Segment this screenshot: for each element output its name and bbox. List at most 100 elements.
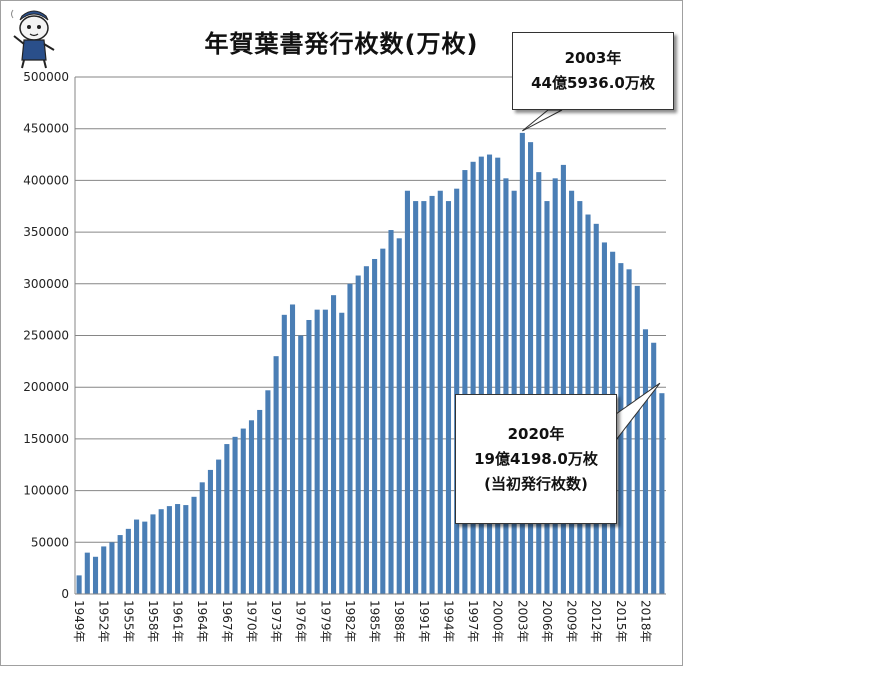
x-tick-label: 1955年: [121, 600, 135, 643]
bar-1965年: [207, 469, 213, 594]
bar-2009年: [569, 190, 575, 595]
bar-2004年: [528, 142, 534, 594]
bar-1961年: [175, 504, 181, 594]
bar-1977年: [306, 319, 312, 594]
bar-1981年: [339, 312, 345, 594]
x-tick-label: 1985年: [368, 600, 382, 643]
bar-1957年: [142, 521, 148, 594]
annotation-2003-year: 2003年: [564, 49, 622, 67]
bar-2005年: [536, 172, 542, 595]
bar-1950年: [84, 552, 90, 594]
x-tick-label: 2003年: [515, 600, 529, 643]
mascot-icon: [11, 9, 55, 69]
x-tick-label: 1982年: [343, 600, 357, 643]
bar-1991年: [421, 201, 427, 594]
bar-1975年: [289, 304, 296, 594]
bar-1951年: [92, 556, 99, 594]
bar-1973年: [273, 356, 279, 594]
bar-2008年: [560, 164, 566, 594]
bar-series: [76, 132, 665, 595]
x-tick-label: 1958年: [146, 600, 160, 643]
callout-pointer-2003: [522, 109, 563, 132]
bar-1952年: [101, 546, 107, 594]
x-axis-tick-labels: 1949年 1952年 1955年 1958年 1961年 1964年 1967年 1970年…: [72, 600, 652, 643]
bar-1962年: [183, 505, 189, 594]
bar-1954年: [117, 535, 123, 594]
bar-1982年: [347, 283, 353, 594]
x-tick-label: 2006年: [540, 600, 554, 643]
bar-1968年: [232, 436, 238, 594]
bar-2000年: [495, 157, 501, 595]
y-tick-label: 250000: [23, 329, 69, 343]
bar-2018年: [642, 329, 649, 594]
bar-2002年: [511, 190, 517, 595]
bar-1974年: [281, 314, 287, 594]
x-tick-label: 2012年: [589, 600, 603, 643]
bar-2007年: [552, 178, 558, 594]
bar-1953年: [109, 542, 115, 594]
annotation-2003: 2003年 44億5936.0万枚: [512, 32, 674, 110]
y-tick-label: 0: [61, 587, 69, 601]
annotation-2003-value: 44億5936.0万枚: [531, 74, 655, 92]
x-tick-label: 1964年: [195, 600, 209, 643]
annotation-2020-value: 19億4198.0万枚: [474, 450, 598, 468]
bar-1967年: [224, 444, 230, 594]
bar-2001年: [503, 178, 509, 594]
y-tick-label: 100000: [23, 484, 69, 498]
x-tick-label: 1988年: [392, 600, 406, 643]
bar-1986年: [380, 248, 386, 595]
bar-2017年: [634, 285, 640, 594]
x-tick-label: 1997年: [466, 600, 480, 643]
bar-1972年: [265, 390, 271, 594]
y-tick-label: 50000: [31, 535, 69, 549]
x-tick-label: 2018年: [638, 600, 652, 643]
x-tick-label: 1973年: [269, 600, 283, 643]
bar-1993年: [437, 190, 443, 595]
x-tick-label: 2009年: [565, 600, 579, 643]
bar-1985年: [372, 258, 378, 594]
y-axis-tick-labels: 0 50000 100000 150000 200000 250000 300000 3500…: [23, 70, 69, 601]
x-tick-label: 1967年: [220, 600, 234, 643]
y-tick-label: 300000: [23, 277, 69, 291]
bar-1963年: [191, 496, 197, 594]
bar-1964年: [199, 482, 205, 594]
bar-1987年: [388, 230, 394, 595]
x-tick-label: 1991年: [417, 600, 431, 643]
y-tick-label: 150000: [23, 432, 69, 446]
y-tick-label: 450000: [23, 122, 69, 136]
bar-1996年: [462, 170, 468, 594]
bar-1976年: [298, 335, 304, 594]
bar-2003年: [519, 132, 525, 595]
bar-1966年: [216, 459, 222, 594]
bar-1989年: [404, 190, 410, 595]
annotation-2020: 2020年 19億4198.0万枚 (当初発行枚数): [455, 394, 617, 524]
bar-1970年: [248, 420, 255, 594]
bar-2019年: [651, 342, 657, 594]
bar-1958年: [150, 514, 156, 594]
x-tick-label: 2000年: [491, 600, 505, 643]
x-tick-label: 1994年: [441, 600, 455, 643]
bar-1998年: [478, 156, 484, 595]
bar-1980年: [331, 295, 337, 594]
bar-1997年: [470, 161, 476, 594]
bar-1979年: [322, 309, 328, 594]
annotation-2020-note: (当初発行枚数): [484, 475, 588, 493]
bar-1969年: [240, 428, 246, 594]
y-tick-label: 200000: [23, 380, 69, 394]
axes: [74, 77, 666, 595]
bar-2020年: [659, 393, 665, 594]
bar-1959年: [158, 509, 164, 594]
y-tick-label: 400000: [23, 173, 69, 187]
y-tick-label: 350000: [23, 225, 69, 239]
bar-1988年: [396, 238, 402, 594]
bar-1960年: [166, 506, 172, 594]
bar-1956年: [134, 519, 140, 594]
x-tick-label: 1976年: [294, 600, 308, 643]
x-tick-label: 1961年: [171, 600, 185, 643]
bar-1983年: [355, 275, 361, 594]
bar-2016年: [626, 269, 632, 594]
bar-1999年: [486, 154, 493, 595]
x-tick-label: 2015年: [614, 600, 628, 643]
y-tick-label: 500000: [23, 70, 69, 84]
x-tick-label: 1979年: [318, 600, 332, 643]
